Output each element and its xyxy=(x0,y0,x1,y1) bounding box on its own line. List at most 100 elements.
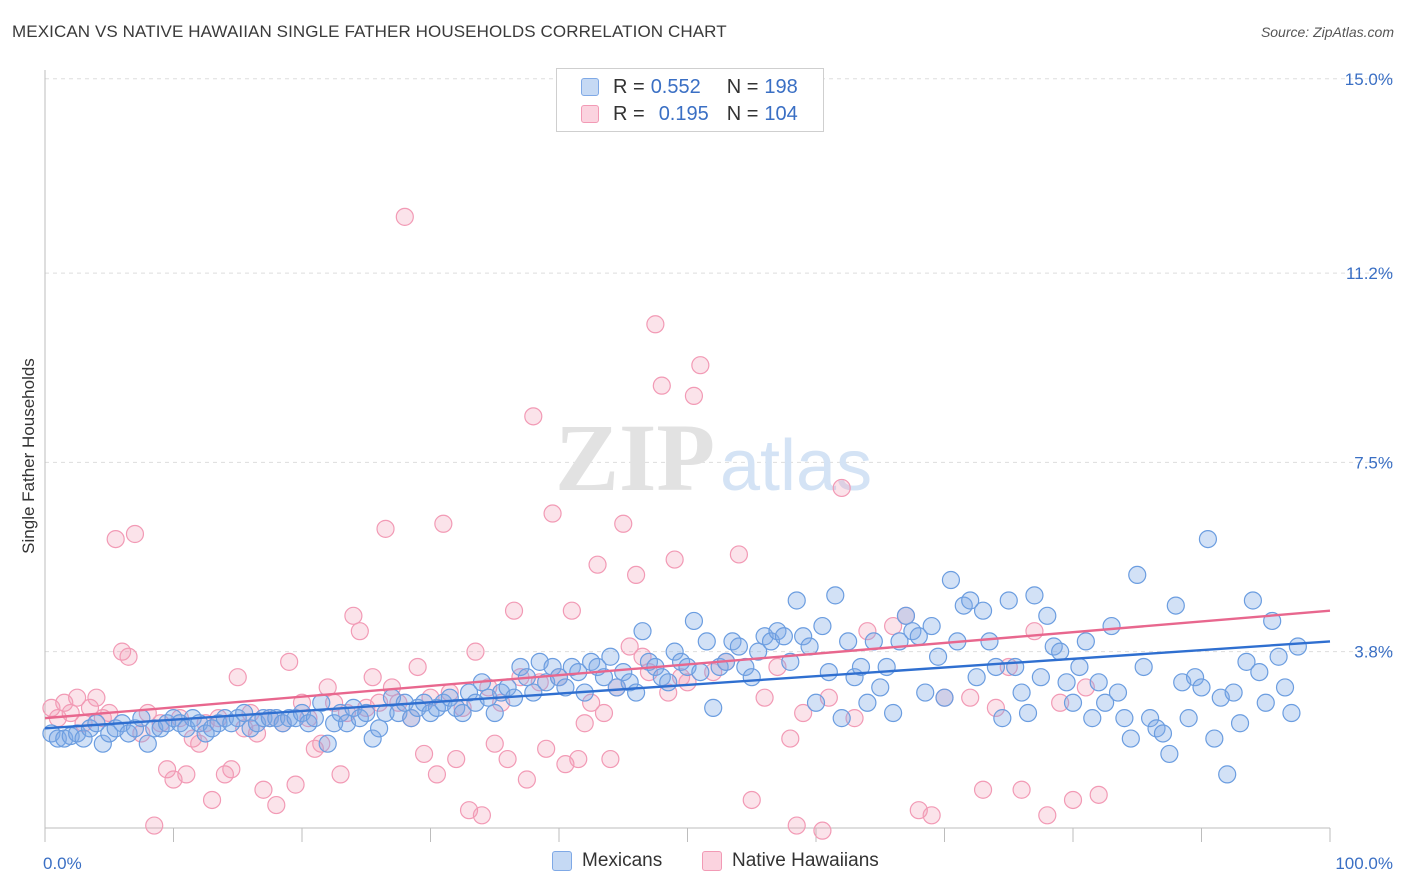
point-mexicans xyxy=(125,719,145,738)
point-mexicans xyxy=(659,673,678,692)
point-mexicans xyxy=(74,729,93,748)
point-native-hawaiians xyxy=(350,622,369,641)
legend-swatch-native-hawaiians xyxy=(581,105,599,123)
point-mexicans xyxy=(961,591,980,610)
point-native-hawaiians xyxy=(447,749,466,769)
legend-item-mexicans[interactable]: Mexicans xyxy=(552,850,662,872)
point-native-hawaiians xyxy=(87,688,106,707)
point-native-hawaiians xyxy=(813,821,832,840)
tick-labels: 3.8% 7.5% 11.2% 15.0% 0.0% 100.0% xyxy=(43,70,1393,873)
point-mexicans xyxy=(742,668,761,687)
y-tick-label: 11.2% xyxy=(1346,264,1393,283)
point-native-hawaiians xyxy=(742,790,761,810)
legend-r-value: 0.195 xyxy=(658,102,709,125)
point-native-hawaiians xyxy=(286,775,305,794)
legend-n-label: N = xyxy=(726,102,759,125)
correlation-legend: R = 0.552 N = 198 R = 0.195 N = 104 xyxy=(556,68,824,132)
point-native-hawaiians xyxy=(575,714,594,733)
point-native-hawaiians xyxy=(524,407,543,426)
legend-n-value: 104 xyxy=(764,102,798,125)
legend-item-native-hawaiians[interactable]: Native Hawaiians xyxy=(702,850,879,872)
point-mexicans xyxy=(1275,678,1295,697)
point-mexicans xyxy=(138,734,157,753)
point-native-hawaiians xyxy=(80,698,100,717)
point-mexicans xyxy=(774,627,793,646)
point-native-hawaiians xyxy=(588,555,607,574)
point-native-hawaiians xyxy=(344,606,363,625)
point-mexicans xyxy=(1185,668,1205,687)
point-mexicans xyxy=(1057,673,1076,692)
point-native-hawaiians xyxy=(858,622,877,641)
point-native-hawaiians xyxy=(1063,790,1083,810)
series-mexicans xyxy=(42,529,1307,784)
point-mexicans xyxy=(941,570,961,590)
point-native-hawaiians xyxy=(318,678,337,697)
point-native-hawaiians xyxy=(678,673,697,692)
point-native-hawaiians xyxy=(1051,693,1070,712)
point-native-hawaiians xyxy=(569,749,588,769)
watermark-atlas: atlas xyxy=(720,426,872,506)
point-mexicans xyxy=(794,627,813,646)
point-native-hawaiians xyxy=(986,698,1006,717)
legend-r-value: 0.552 xyxy=(650,75,701,98)
point-native-hawaiians xyxy=(228,668,247,687)
point-mexicans xyxy=(896,606,916,625)
point-mexicans xyxy=(922,616,941,636)
point-mexicans xyxy=(832,709,851,728)
series-legend: Mexicans Native Hawaiians xyxy=(0,850,1406,878)
point-native-hawaiians xyxy=(787,816,806,835)
point-mexicans xyxy=(1134,657,1153,677)
point-mexicans xyxy=(871,678,890,697)
point-native-hawaiians xyxy=(1038,806,1057,825)
point-native-hawaiians xyxy=(961,688,980,707)
point-mexicans xyxy=(1018,703,1038,723)
point-mexicans xyxy=(1096,693,1115,712)
legend-n-label: N = xyxy=(726,75,759,98)
y-tick-label: 7.5% xyxy=(1354,453,1393,472)
legend-label-native-hawaiians: Native Hawaiians xyxy=(732,850,879,871)
point-native-hawaiians xyxy=(537,739,556,758)
legend-row-native-hawaiians: R = 0.195 N = 104 xyxy=(581,102,798,126)
point-mexicans xyxy=(729,637,749,656)
point-mexicans xyxy=(749,642,768,661)
legend-r-label: R = xyxy=(613,102,645,125)
point-mexicans xyxy=(370,719,389,738)
point-mexicans xyxy=(935,688,954,707)
point-mexicans xyxy=(1269,647,1288,666)
point-native-hawaiians xyxy=(543,504,562,523)
point-native-hawaiians xyxy=(68,688,87,707)
point-native-hawaiians xyxy=(254,780,273,799)
point-mexicans xyxy=(684,611,704,631)
point-mexicans xyxy=(1012,683,1031,702)
point-mexicans xyxy=(1108,683,1128,702)
point-native-hawaiians xyxy=(485,734,504,753)
point-mexicans xyxy=(839,632,858,651)
point-native-hawaiians xyxy=(157,760,177,779)
point-native-hawaiians xyxy=(202,790,222,810)
point-mexicans xyxy=(325,714,344,733)
point-mexicans xyxy=(1121,729,1140,748)
point-mexicans xyxy=(1038,606,1057,625)
point-mexicans xyxy=(999,591,1018,610)
point-mexicans xyxy=(363,729,382,748)
point-native-hawaiians xyxy=(504,601,524,620)
point-mexicans xyxy=(1140,709,1160,728)
point-native-hawaiians xyxy=(1012,780,1031,799)
point-mexicans xyxy=(697,632,716,651)
point-native-hawaiians xyxy=(1025,622,1044,641)
point-mexicans xyxy=(665,642,684,661)
point-native-hawaiians xyxy=(562,601,581,620)
point-mexicans xyxy=(1153,724,1173,743)
point-native-hawaiians xyxy=(646,315,665,334)
point-mexicans xyxy=(1192,678,1211,697)
point-mexicans xyxy=(1025,586,1044,605)
point-native-hawaiians xyxy=(472,806,491,825)
point-mexicans xyxy=(1063,693,1083,712)
point-native-hawaiians xyxy=(1089,785,1108,804)
point-mexicans xyxy=(357,703,376,723)
point-mexicans xyxy=(1089,673,1108,692)
grid-lines xyxy=(45,78,1395,653)
legend-n-value: 198 xyxy=(764,75,798,98)
point-mexicans xyxy=(1282,703,1301,723)
